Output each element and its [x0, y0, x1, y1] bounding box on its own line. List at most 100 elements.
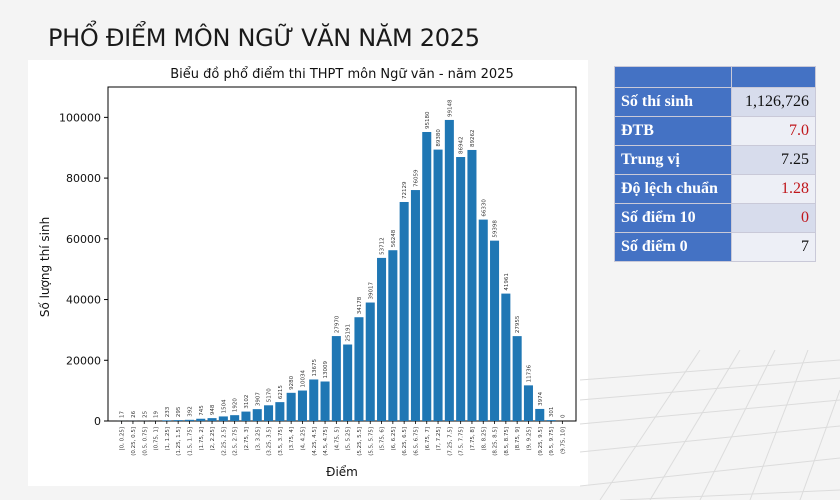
x-tick-label: (4.75, 5]: [334, 427, 340, 451]
bar-value-label: 99148: [447, 99, 453, 117]
bar: [444, 119, 454, 421]
bar-value-label: 745: [199, 405, 205, 416]
y-axis-label: Số lượng thí sinh: [38, 217, 52, 317]
bar-value-label: 948: [210, 404, 216, 415]
x-tick-label: (9, 9.25]: [526, 427, 532, 451]
bar: [331, 336, 341, 421]
x-tick-label: (0.25, 0.5]: [131, 427, 137, 456]
bar: [377, 257, 387, 421]
stats-value: 7: [731, 232, 816, 262]
bar-value-label: 17: [120, 410, 126, 417]
bar: [252, 409, 262, 421]
stats-row: Số điểm 10 0: [614, 203, 816, 233]
chart-title: Biểu đồ phổ điểm thi THPT môn Ngữ văn - …: [170, 67, 513, 82]
bar: [218, 416, 228, 421]
x-tick-label: (8, 8.25]: [481, 427, 487, 451]
bar-value-label: 27970: [334, 315, 340, 333]
y-tick-label: 60000: [66, 233, 101, 246]
stats-row: Số thí sinh 1,126,726: [614, 87, 816, 117]
decorative-grid-floor: [580, 350, 840, 500]
x-tick-label: (9.25, 9.5]: [538, 427, 544, 456]
x-tick-label: (8.5, 8.75]: [504, 427, 510, 456]
bar-value-label: 3974: [538, 391, 544, 405]
bar-value-label: 11736: [526, 364, 532, 382]
bar: [196, 418, 206, 421]
x-tick-label: (6, 6.25]: [391, 427, 397, 451]
y-tick-label: 0: [94, 415, 101, 428]
bar-chart: Biểu đồ phổ điểm thi THPT môn Ngữ văn - …: [38, 67, 577, 479]
bar-value-label: 233: [165, 406, 171, 417]
x-tick-label: (9.75, 10]: [560, 427, 566, 454]
bar: [399, 201, 409, 421]
bar: [422, 131, 432, 421]
y-tick-label: 100000: [59, 111, 101, 124]
stats-value: 7.0: [731, 116, 816, 146]
bar: [320, 381, 330, 421]
bar: [365, 302, 375, 421]
bar: [478, 219, 488, 421]
stats-row: Số điểm 0 7: [614, 232, 816, 262]
x-tick-label: (2.5, 2.75]: [233, 427, 239, 456]
x-axis-label: Điểm: [326, 465, 358, 479]
bar-value-label: 13009: [323, 361, 329, 379]
x-tick-label: (8.75, 9]: [515, 427, 521, 451]
chart-panel: Biểu đồ phổ điểm thi THPT môn Ngữ văn - …: [28, 60, 588, 486]
bar-value-label: 76059: [413, 169, 419, 187]
bar: [388, 250, 398, 421]
bar-value-label: 95180: [425, 111, 431, 129]
bar: [467, 149, 477, 421]
x-tick-label: [0, 0.25]: [120, 427, 126, 451]
bar-value-label: 34178: [357, 296, 363, 314]
x-tick-label: (5.75, 6]: [380, 427, 386, 451]
x-tick-label: (3.5, 3.75]: [278, 427, 284, 456]
x-tick-label: (0.75, 1]: [154, 427, 160, 451]
x-tick-label: (2, 2.25]: [210, 427, 216, 451]
x-tick-label: (3, 3.25]: [255, 427, 261, 451]
bar: [456, 157, 466, 421]
x-tick-label: (1, 1.25]: [165, 427, 171, 451]
stats-value: 7.25: [731, 145, 816, 175]
bar-value-label: 295: [176, 406, 182, 417]
stats-label: Số thí sinh: [614, 87, 732, 117]
stats-label: ĐTB: [614, 116, 732, 146]
bar-value-label: 86942: [459, 137, 465, 155]
bar-value-label: 89262: [470, 129, 476, 147]
x-tick-label: (1.25, 1.5]: [176, 427, 182, 456]
x-tick-label: (5.5, 5.75]: [368, 427, 374, 456]
x-tick-label: (6.25, 6.5]: [402, 427, 408, 456]
bar-value-label: 3907: [255, 392, 261, 406]
bar-value-label: 6215: [278, 385, 284, 399]
x-tick-label: (3.25, 3.5]: [267, 427, 273, 456]
bar-value-label: 26: [131, 410, 137, 417]
bar-value-label: 9280: [289, 375, 295, 389]
bar: [173, 420, 183, 421]
x-tick-label: (2.75, 3]: [244, 427, 250, 451]
bar: [523, 385, 533, 421]
bar-value-label: 25191: [346, 324, 352, 342]
x-tick-label: (7, 7.25]: [436, 427, 442, 451]
x-tick-label: (1.75, 2]: [199, 427, 205, 451]
bar-value-label: 56248: [391, 229, 397, 247]
bar: [162, 420, 172, 421]
bar-value-label: 53712: [380, 237, 386, 255]
bar-value-label: 0: [560, 414, 566, 418]
x-tick-label: (4, 4.25]: [300, 427, 306, 451]
y-tick-label: 80000: [66, 172, 101, 185]
bar-value-label: 66330: [481, 199, 487, 217]
bar-value-label: 3102: [244, 395, 250, 409]
stats-row: Trung vị 7.25: [614, 145, 816, 175]
x-tick-label: (1.5, 1.75]: [187, 427, 193, 456]
x-tick-label: (6.75, 7]: [425, 427, 431, 451]
bar-value-label: 301: [549, 407, 555, 418]
x-tick-label: (2.25, 2.5]: [221, 427, 227, 456]
stats-row: ĐTB 7.0: [614, 116, 816, 146]
stats-label: Trung vị: [614, 145, 732, 175]
bar-value-label: 39017: [368, 282, 374, 300]
bar-value-label: 392: [187, 406, 193, 417]
x-tick-label: (7.5, 7.75]: [459, 427, 465, 456]
bar: [241, 411, 251, 421]
bar: [264, 405, 274, 421]
bar-value-label: 1920: [233, 398, 239, 412]
y-tick-label: 40000: [66, 294, 101, 307]
bar: [354, 317, 364, 421]
